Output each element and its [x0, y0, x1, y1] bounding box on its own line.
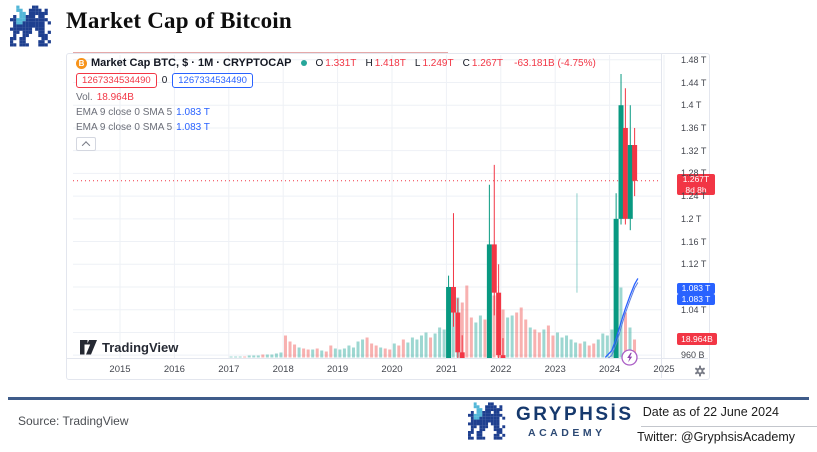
close-value: 1.267T [471, 58, 504, 69]
price-value-box-red[interactable]: 1267334534490 [76, 73, 157, 88]
close-label: C [462, 58, 470, 69]
market-status-dot [301, 60, 308, 66]
bitcoin-icon: B [76, 57, 87, 69]
tradingview-logo-icon [80, 340, 97, 355]
gryphsis-academy-brand: GRYPHSİS ACADEMY [468, 401, 634, 441]
watermark-text: TradingView [102, 340, 179, 355]
footer-right-divider [641, 426, 817, 427]
y-axis-label: 1.44 T [681, 77, 707, 88]
tradingview-watermark[interactable]: TradingView [80, 340, 178, 355]
x-axis-label: 2021 [435, 364, 457, 375]
symbol-row[interactable]: B Market Cap BTC, $ · 1M · CRYPTOCAP O 1.… [76, 57, 598, 69]
x-axis-label: 2018 [272, 364, 294, 375]
volume-label: Vol. [76, 92, 93, 103]
y-axis-label: 1.12 T [681, 259, 707, 270]
y-axis-label: 1.4 T [681, 100, 702, 111]
high-label: H [365, 58, 373, 69]
ema2-label: EMA 9 close 0 SMA 5 [76, 122, 173, 133]
x-axis-label: 2023 [544, 364, 566, 375]
price-value-box-blue[interactable]: 1267334534490 [172, 73, 253, 88]
pixel-dragon-art [10, 5, 51, 47]
quick-trade-lightning-icon[interactable] [621, 349, 638, 366]
value-box-separator: 0 [161, 75, 168, 86]
y-axis-label: 960 B [681, 350, 705, 361]
y-axis-label: 1.24 T [681, 191, 707, 202]
ema-price-badge-2: 1.083 T [677, 294, 715, 305]
current-price-value: 1.267T [682, 174, 710, 184]
x-axis-label: 2015 [109, 364, 131, 375]
ema-price-badge-1: 1.083 T [677, 283, 715, 294]
low-label: L [414, 58, 421, 69]
current-price-badge: 1.267T 8d 8h [677, 174, 715, 195]
date-label: Date as of 22 June 2024 [642, 405, 779, 419]
x-axis-label: 2025 [653, 364, 675, 375]
axis-settings-gear-icon[interactable] [694, 365, 706, 377]
brand-name: GRYPHSİS [516, 403, 634, 425]
y-axis-label: 1.16 T [681, 236, 707, 247]
x-axis-label: 2022 [490, 364, 512, 375]
bar-countdown: 8d 8h [685, 184, 707, 195]
gryphsis-dragon-logo [10, 4, 54, 48]
tradingview-chart-panel[interactable] [66, 53, 710, 380]
chart-legend: B Market Cap BTC, $ · 1M · CRYPTOCAP O 1.… [76, 57, 598, 151]
drawing-values-row: 1267334534490 0 1267334534490 [76, 73, 598, 88]
open-label: O [315, 58, 324, 69]
volume-badge: 18.964B [677, 333, 717, 345]
chevron-up-icon [81, 141, 91, 150]
y-axis-label: 1.48 T [681, 54, 707, 65]
x-axis-label: 2024 [599, 364, 621, 375]
x-axis-label: 2016 [163, 364, 185, 375]
ema-row-1[interactable]: EMA 9 close 0 SMA 5 1.083 T [76, 107, 598, 118]
ohlc-values: O 1.331T H 1.418T L 1.249T C 1.267T -63.181B… [315, 57, 597, 69]
y-axis-label: 1.2 T [681, 213, 702, 224]
y-axis-label: 1.36 T [681, 122, 707, 133]
high-value: 1.418T [374, 58, 406, 69]
footer-divider [8, 397, 809, 400]
pixel-dragon-art [468, 402, 506, 440]
x-axis-label: 2020 [381, 364, 403, 375]
source-label: Source: TradingView [18, 414, 129, 428]
volume-row[interactable]: Vol. 18.964B [76, 92, 598, 103]
ema-row-2[interactable]: EMA 9 close 0 SMA 5 1.083 T [76, 122, 598, 133]
price-axis-border [661, 54, 662, 378]
page-title: Market Cap of Bitcoin [66, 8, 292, 33]
brand-subtitle: ACADEMY [528, 426, 606, 439]
ema1-label: EMA 9 close 0 SMA 5 [76, 107, 173, 118]
legend-collapse-button[interactable] [76, 137, 96, 151]
low-value: 1.249T [422, 58, 454, 69]
x-axis-label: 2017 [218, 364, 240, 375]
twitter-label: Twitter: @GryphsisAcademy [637, 430, 795, 444]
y-axis-label: 1.28 T [681, 168, 707, 179]
symbol-title[interactable]: Market Cap BTC, $ · 1M · CRYPTOCAP [91, 57, 292, 69]
open-value: 1.331T [325, 58, 357, 69]
ema1-value: 1.083 T [176, 107, 210, 118]
change-value: -63.181B (-4.75%) [514, 58, 596, 69]
gryphsis-dragon-logo-footer [468, 401, 508, 441]
y-axis-label: 1.04 T [681, 304, 707, 315]
time-axis-border [67, 358, 708, 359]
x-axis-label: 2019 [327, 364, 349, 375]
volume-value: 18.964B [96, 92, 134, 103]
ema2-value: 1.083 T [176, 122, 210, 133]
y-axis-label: 1.32 T [681, 145, 707, 156]
